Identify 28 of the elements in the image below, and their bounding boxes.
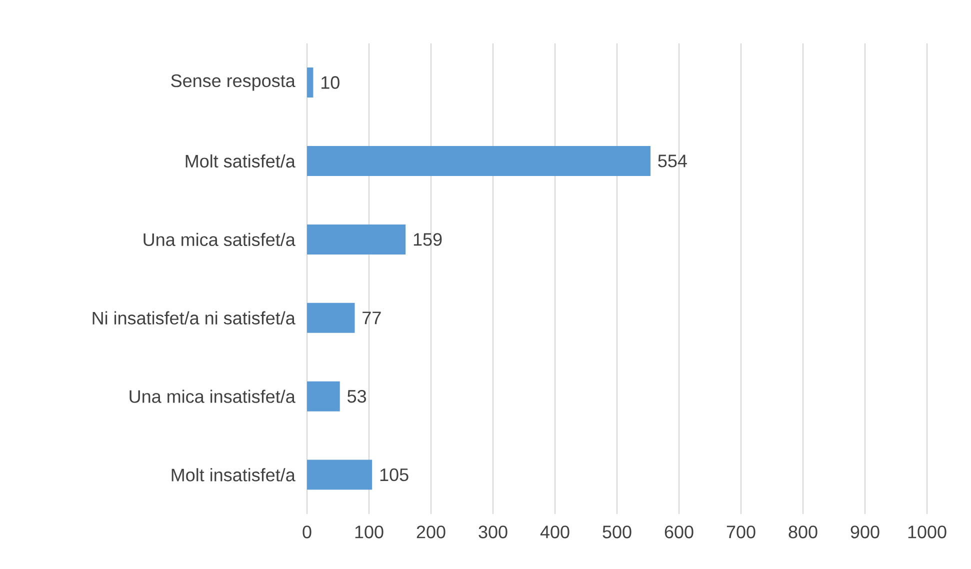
x-tick-label: 700	[726, 526, 756, 538]
y-tick-label: Molt insatisfet/a	[172, 468, 296, 482]
x-tick-label: 1000	[908, 526, 946, 538]
x-tick-label: 100	[355, 526, 384, 538]
data-label: 53	[348, 390, 366, 403]
bar	[307, 381, 340, 412]
x-tick-label: 500	[602, 526, 632, 538]
data-label: 10	[322, 76, 340, 89]
x-tick-label: 800	[788, 526, 818, 538]
x-tick-label: 900	[850, 526, 880, 538]
bar	[307, 460, 372, 490]
bar	[307, 224, 406, 254]
data-label: 77	[362, 312, 381, 324]
x-tick-label: 400	[540, 526, 570, 538]
data-label: 105	[380, 468, 408, 482]
y-tick-label: Molt satisfet/a	[186, 154, 296, 168]
y-tick-label: Una mica satisfet/a	[144, 232, 296, 246]
x-tick-label: 0	[302, 526, 312, 538]
y-tick-label: Ni insatisfet/a ni satisfet/a	[92, 311, 296, 324]
x-tick-label: 200	[416, 526, 446, 538]
data-label: 159	[414, 233, 442, 246]
x-tick-label: 600	[664, 526, 694, 538]
bar	[307, 146, 650, 176]
y-tick-label: Una mica insatisfet/a	[130, 390, 296, 403]
data-label: 554	[658, 154, 687, 168]
x-tick-label: 300	[478, 526, 508, 538]
y-tick-label: Sense resposta	[171, 74, 296, 91]
bar	[307, 302, 355, 333]
